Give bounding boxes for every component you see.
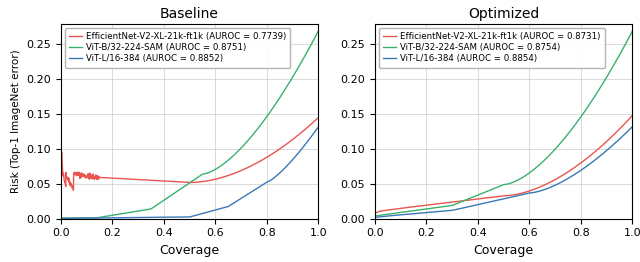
EfficientNet-V2-XL-21k-ft1k (AUROC = 0.7739) [83, 176, 91, 179]
ViT-B/32-224-SAM (AUROC = 0.8751) [170, 192, 178, 195]
X-axis label: Coverage: Coverage [474, 244, 534, 257]
EfficientNet-V2-XL-21k-ft1k (AUROC = 0.8731) [628, 114, 636, 117]
ViT-B/32-224-SAM (AUROC = 0.8754) [577, 116, 584, 119]
Legend: EfficientNet-V2-XL-21k-ft1k (AUROC = 0.8731), ViT-B/32-224-SAM (AUROC = 0.8754),: EfficientNet-V2-XL-21k-ft1k (AUROC = 0.8… [379, 28, 605, 68]
EfficientNet-V2-XL-21k-ft1k (AUROC = 0.7739) [234, 170, 242, 173]
Line: EfficientNet-V2-XL-21k-ft1k (AUROC = 0.8731): EfficientNet-V2-XL-21k-ft1k (AUROC = 0.8… [375, 116, 632, 213]
ViT-B/32-224-SAM (AUROC = 0.8751) [161, 198, 169, 201]
ViT-L/16-384 (AUROC = 0.8854) [628, 125, 636, 128]
EfficientNet-V2-XL-21k-ft1k (AUROC = 0.7739) [262, 156, 270, 159]
EfficientNet-V2-XL-21k-ft1k (AUROC = 0.8731) [572, 165, 579, 168]
ViT-L/16-384 (AUROC = 0.8854) [397, 213, 405, 216]
EfficientNet-V2-XL-21k-ft1k (AUROC = 0.7739) [171, 180, 179, 183]
Line: ViT-B/32-224-SAM (AUROC = 0.8754): ViT-B/32-224-SAM (AUROC = 0.8754) [375, 31, 632, 216]
EfficientNet-V2-XL-21k-ft1k (AUROC = 0.7739) [258, 159, 266, 162]
ViT-B/32-224-SAM (AUROC = 0.8754) [484, 189, 492, 192]
Title: Optimized: Optimized [468, 7, 540, 21]
ViT-B/32-224-SAM (AUROC = 0.8751) [262, 116, 270, 119]
X-axis label: Coverage: Coverage [159, 244, 220, 257]
Line: ViT-B/32-224-SAM (AUROC = 0.8751): ViT-B/32-224-SAM (AUROC = 0.8751) [61, 31, 318, 218]
ViT-B/32-224-SAM (AUROC = 0.8751) [258, 122, 266, 125]
EfficientNet-V2-XL-21k-ft1k (AUROC = 0.8731) [371, 212, 379, 215]
Y-axis label: Risk (Top-1 ImageNet error): Risk (Top-1 ImageNet error) [11, 49, 20, 193]
EfficientNet-V2-XL-21k-ft1k (AUROC = 0.8731) [484, 196, 492, 199]
ViT-B/32-224-SAM (AUROC = 0.8754) [548, 151, 556, 155]
ViT-L/16-384 (AUROC = 0.8852) [234, 199, 241, 202]
ViT-L/16-384 (AUROC = 0.8852) [57, 217, 65, 220]
ViT-B/32-224-SAM (AUROC = 0.8751) [234, 150, 241, 153]
ViT-L/16-384 (AUROC = 0.8852) [170, 216, 178, 219]
ViT-B/32-224-SAM (AUROC = 0.8751) [83, 216, 91, 220]
Title: Baseline: Baseline [160, 7, 219, 21]
ViT-B/32-224-SAM (AUROC = 0.8754) [572, 122, 579, 125]
ViT-B/32-224-SAM (AUROC = 0.8751) [314, 30, 322, 33]
EfficientNet-V2-XL-21k-ft1k (AUROC = 0.8731) [577, 162, 584, 165]
ViT-L/16-384 (AUROC = 0.8854) [548, 185, 556, 188]
ViT-B/32-224-SAM (AUROC = 0.8751) [57, 216, 65, 220]
ViT-L/16-384 (AUROC = 0.8852) [83, 217, 91, 220]
Line: EfficientNet-V2-XL-21k-ft1k (AUROC = 0.7739): EfficientNet-V2-XL-21k-ft1k (AUROC = 0.7… [61, 118, 318, 190]
ViT-L/16-384 (AUROC = 0.8854) [484, 201, 492, 204]
EfficientNet-V2-XL-21k-ft1k (AUROC = 0.8731) [548, 180, 556, 183]
ViT-B/32-224-SAM (AUROC = 0.8754) [397, 211, 405, 214]
ViT-B/32-224-SAM (AUROC = 0.8754) [371, 214, 379, 217]
ViT-L/16-384 (AUROC = 0.8852) [161, 216, 169, 219]
Line: ViT-L/16-384 (AUROC = 0.8852): ViT-L/16-384 (AUROC = 0.8852) [61, 127, 318, 219]
ViT-B/32-224-SAM (AUROC = 0.8754) [475, 193, 483, 196]
ViT-L/16-384 (AUROC = 0.8854) [577, 169, 584, 172]
EfficientNet-V2-XL-21k-ft1k (AUROC = 0.7739) [161, 179, 169, 183]
EfficientNet-V2-XL-21k-ft1k (AUROC = 0.7739) [57, 133, 65, 136]
EfficientNet-V2-XL-21k-ft1k (AUROC = 0.7739) [70, 189, 77, 192]
ViT-L/16-384 (AUROC = 0.8852) [262, 181, 270, 184]
ViT-L/16-384 (AUROC = 0.8854) [572, 172, 579, 175]
ViT-B/32-224-SAM (AUROC = 0.8754) [628, 30, 636, 33]
Legend: EfficientNet-V2-XL-21k-ft1k (AUROC = 0.7739), ViT-B/32-224-SAM (AUROC = 0.8751),: EfficientNet-V2-XL-21k-ft1k (AUROC = 0.7… [65, 28, 291, 68]
EfficientNet-V2-XL-21k-ft1k (AUROC = 0.8731) [397, 207, 405, 210]
ViT-L/16-384 (AUROC = 0.8852) [314, 125, 322, 129]
ViT-L/16-384 (AUROC = 0.8852) [258, 184, 266, 187]
EfficientNet-V2-XL-21k-ft1k (AUROC = 0.7739) [314, 116, 322, 119]
Line: ViT-L/16-384 (AUROC = 0.8854): ViT-L/16-384 (AUROC = 0.8854) [375, 127, 632, 217]
EfficientNet-V2-XL-21k-ft1k (AUROC = 0.8731) [475, 197, 483, 200]
ViT-L/16-384 (AUROC = 0.8854) [475, 203, 483, 206]
ViT-L/16-384 (AUROC = 0.8854) [371, 216, 379, 219]
